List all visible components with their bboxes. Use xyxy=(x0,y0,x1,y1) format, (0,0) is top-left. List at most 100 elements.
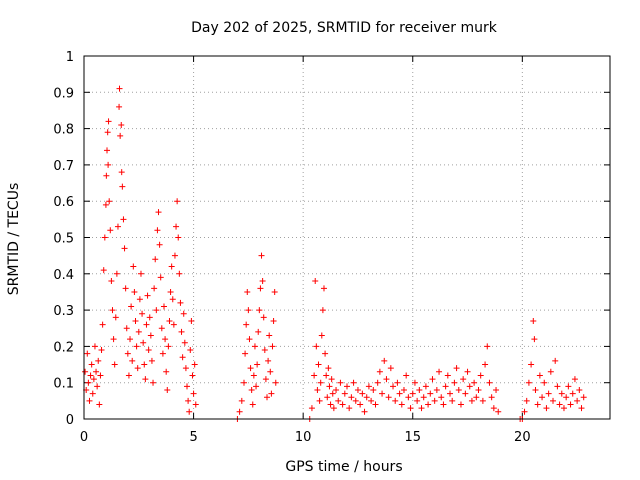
data-point xyxy=(107,227,114,234)
data-point xyxy=(370,386,377,393)
data-point xyxy=(155,209,162,216)
data-point xyxy=(93,368,100,375)
data-point xyxy=(179,354,186,361)
data-point xyxy=(376,368,383,375)
data-point xyxy=(396,390,403,397)
data-point xyxy=(394,379,401,386)
data-point xyxy=(174,198,181,205)
data-point xyxy=(110,336,117,343)
data-point xyxy=(357,401,364,408)
data-point xyxy=(552,357,559,364)
data-point xyxy=(190,390,197,397)
y-tick-label: 0.6 xyxy=(53,195,74,210)
data-point xyxy=(425,401,432,408)
data-point xyxy=(256,307,263,314)
data-point xyxy=(262,376,269,383)
data-point xyxy=(185,397,192,404)
data-point xyxy=(144,292,151,299)
data-point xyxy=(543,405,550,412)
data-point xyxy=(167,288,174,295)
data-point xyxy=(188,317,195,324)
data-point xyxy=(119,183,126,190)
data-point xyxy=(177,299,184,306)
data-point xyxy=(560,405,567,412)
data-point xyxy=(455,386,462,393)
data-point xyxy=(103,172,110,179)
data-point xyxy=(159,350,166,357)
data-point xyxy=(433,386,440,393)
data-point xyxy=(462,390,469,397)
data-point xyxy=(153,307,160,314)
data-point xyxy=(152,256,159,263)
data-point xyxy=(84,350,91,357)
data-point xyxy=(578,405,585,412)
data-point xyxy=(240,379,247,386)
y-axis-label: SRMTID / TECUs xyxy=(6,183,22,296)
y-tick-label: 0.2 xyxy=(53,340,74,355)
x-tick-label: 5 xyxy=(189,430,197,445)
data-point xyxy=(372,401,379,408)
grid-lines xyxy=(84,56,610,419)
data-point xyxy=(337,379,344,386)
data-point xyxy=(411,379,418,386)
data-point xyxy=(131,288,138,295)
data-point xyxy=(261,347,268,354)
data-point xyxy=(580,394,587,401)
data-point xyxy=(265,357,272,364)
data-point xyxy=(101,234,108,241)
data-point xyxy=(479,397,486,404)
data-point xyxy=(528,361,535,368)
data-point xyxy=(314,386,321,393)
data-point xyxy=(429,376,436,383)
x-tick-label: 0 xyxy=(80,430,88,445)
data-point xyxy=(383,376,390,383)
data-point xyxy=(242,350,249,357)
data-point xyxy=(112,314,119,321)
data-point xyxy=(317,379,324,386)
data-point xyxy=(147,332,154,339)
data-point xyxy=(187,347,194,354)
data-point xyxy=(259,278,266,285)
data-point xyxy=(571,376,578,383)
data-point xyxy=(158,325,165,332)
data-point xyxy=(418,405,425,412)
data-point xyxy=(87,372,94,379)
data-point xyxy=(333,386,340,393)
data-point xyxy=(392,397,399,404)
data-point xyxy=(576,386,583,393)
data-point xyxy=(129,357,136,364)
data-point xyxy=(123,325,130,332)
data-point xyxy=(90,376,97,383)
data-point xyxy=(431,397,438,404)
data-point xyxy=(567,401,574,408)
data-point xyxy=(125,372,132,379)
data-point xyxy=(192,401,199,408)
data-point xyxy=(482,361,489,368)
y-tick-label: 0.8 xyxy=(53,123,74,138)
data-point xyxy=(471,379,478,386)
x-tick-label: 15 xyxy=(404,430,421,445)
data-point xyxy=(532,386,539,393)
data-point xyxy=(127,336,134,343)
data-point xyxy=(156,241,163,248)
data-point xyxy=(344,383,350,390)
data-point xyxy=(104,129,111,136)
data-point xyxy=(139,310,146,317)
data-point xyxy=(163,368,170,375)
data-point xyxy=(236,408,243,415)
data-point xyxy=(361,408,368,415)
data-point xyxy=(541,379,548,386)
data-point xyxy=(254,361,261,368)
data-point xyxy=(181,339,188,346)
data-point xyxy=(318,332,325,339)
data-point xyxy=(453,365,460,372)
axis-ticks: 00.10.20.30.40.50.60.70.80.910 5 10 15 20 xyxy=(53,50,610,445)
data-point xyxy=(325,365,332,372)
data-point xyxy=(250,372,257,379)
data-point xyxy=(335,397,342,404)
data-point xyxy=(316,397,323,404)
data-point xyxy=(136,296,143,303)
data-point xyxy=(168,263,175,270)
data-point xyxy=(379,390,386,397)
data-point xyxy=(157,274,164,281)
